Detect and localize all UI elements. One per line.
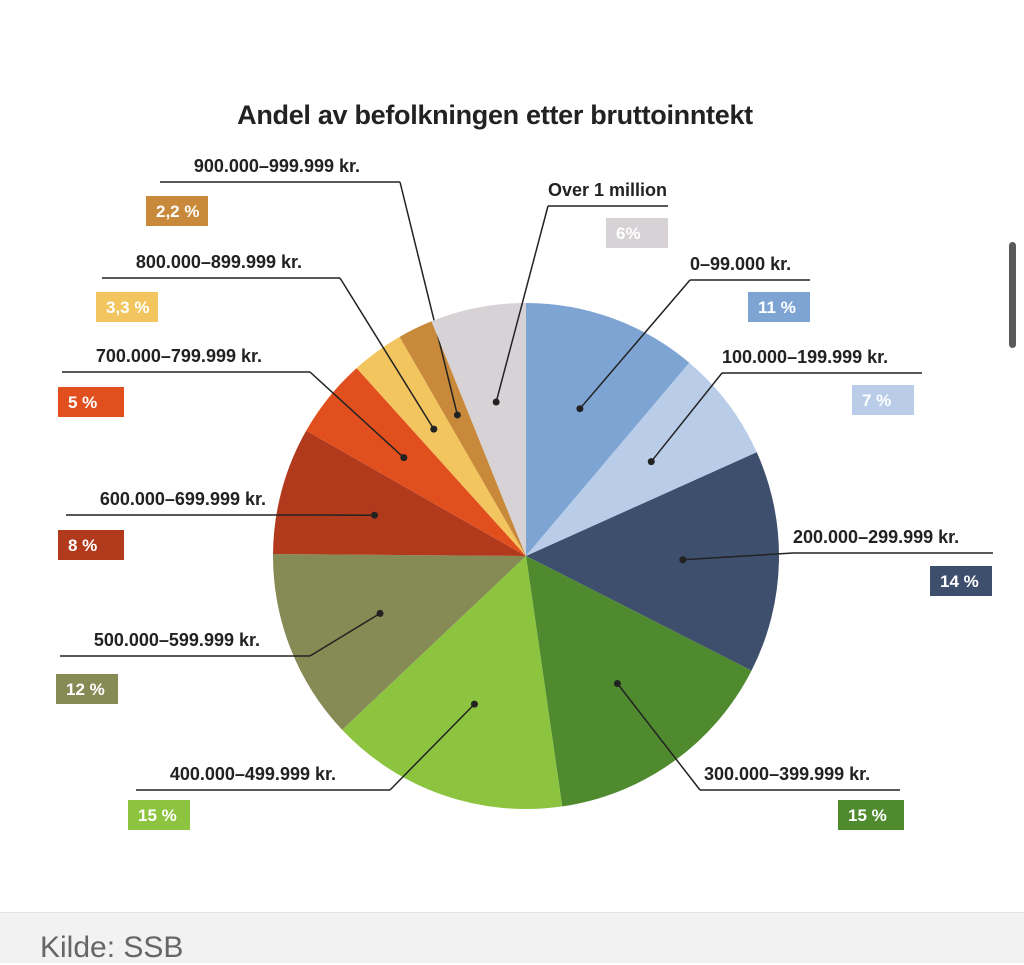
slice-label: 600.000–699.999 kr. bbox=[100, 489, 266, 509]
pie-chart: 0–99.000 kr. 11 % 100.000–199.999 kr. 7 % 20… bbox=[0, 0, 1024, 910]
source-caption: Kilde: SSB bbox=[40, 931, 183, 965]
slice-label: Over 1 million bbox=[548, 180, 667, 200]
pct-label: 6% bbox=[616, 224, 641, 243]
chart-area: Andel av befolkningen etter bruttoinntek… bbox=[0, 0, 1024, 910]
pct-label: 3,3 % bbox=[106, 298, 149, 317]
pct-label: 8 % bbox=[68, 536, 97, 555]
pct-label: 2,2 % bbox=[156, 202, 199, 221]
slice-label: 100.000–199.999 kr. bbox=[722, 347, 888, 367]
pct-label: 14 % bbox=[940, 572, 979, 591]
pct-label: 11 % bbox=[758, 298, 796, 317]
slice-label: 700.000–799.999 kr. bbox=[96, 346, 262, 366]
pct-label: 5 % bbox=[68, 393, 97, 412]
slice-label: 200.000–299.999 kr. bbox=[793, 527, 959, 547]
slice-label: 500.000–599.999 kr. bbox=[94, 630, 260, 650]
pct-label: 15 % bbox=[138, 806, 177, 825]
slice-label: 0–99.000 kr. bbox=[690, 254, 791, 274]
pct-label: 15 % bbox=[848, 806, 887, 825]
source-caption-bar: Kilde: SSB bbox=[0, 912, 1024, 963]
pct-label: 7 % bbox=[862, 391, 891, 410]
slice-label: 900.000–999.999 kr. bbox=[194, 156, 360, 176]
scrollbar[interactable] bbox=[1009, 242, 1016, 348]
slice-label: 400.000–499.999 kr. bbox=[170, 764, 336, 784]
pct-label: 12 % bbox=[66, 680, 105, 699]
slice-label: 800.000–899.999 kr. bbox=[136, 252, 302, 272]
slice-label: 300.000–399.999 kr. bbox=[704, 764, 870, 784]
